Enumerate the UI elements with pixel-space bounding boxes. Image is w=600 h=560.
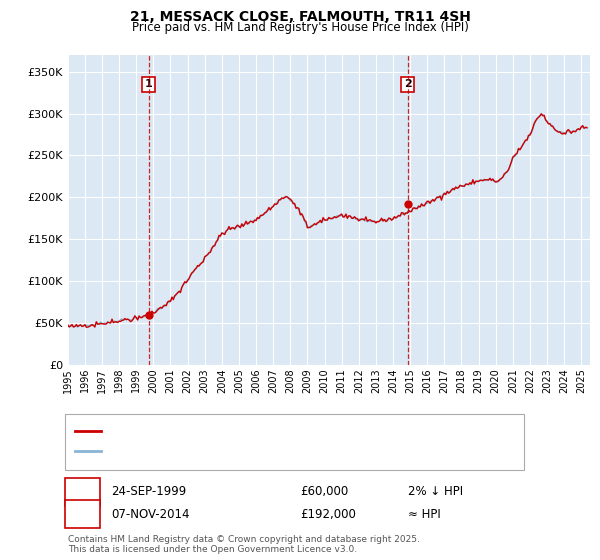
Text: HPI: Average price, semi-detached house, Cornwall: HPI: Average price, semi-detached house,… <box>106 446 373 456</box>
Text: ≈ HPI: ≈ HPI <box>408 507 441 521</box>
Text: 2% ↓ HPI: 2% ↓ HPI <box>408 485 463 498</box>
Text: 2: 2 <box>78 507 86 521</box>
Text: £192,000: £192,000 <box>300 507 356 521</box>
Text: Price paid vs. HM Land Registry's House Price Index (HPI): Price paid vs. HM Land Registry's House … <box>131 21 469 34</box>
Text: 1: 1 <box>78 485 86 498</box>
Text: £60,000: £60,000 <box>300 485 348 498</box>
Text: 07-NOV-2014: 07-NOV-2014 <box>112 507 190 521</box>
Text: 21, MESSACK CLOSE, FALMOUTH, TR11 4SH: 21, MESSACK CLOSE, FALMOUTH, TR11 4SH <box>130 10 470 24</box>
Text: 24-SEP-1999: 24-SEP-1999 <box>112 485 187 498</box>
Text: Contains HM Land Registry data © Crown copyright and database right 2025.
This d: Contains HM Land Registry data © Crown c… <box>68 535 419 554</box>
Text: 21, MESSACK CLOSE, FALMOUTH, TR11 4SH (semi-detached house): 21, MESSACK CLOSE, FALMOUTH, TR11 4SH (s… <box>106 426 457 436</box>
Text: 2: 2 <box>404 80 412 90</box>
Text: 1: 1 <box>145 80 152 90</box>
